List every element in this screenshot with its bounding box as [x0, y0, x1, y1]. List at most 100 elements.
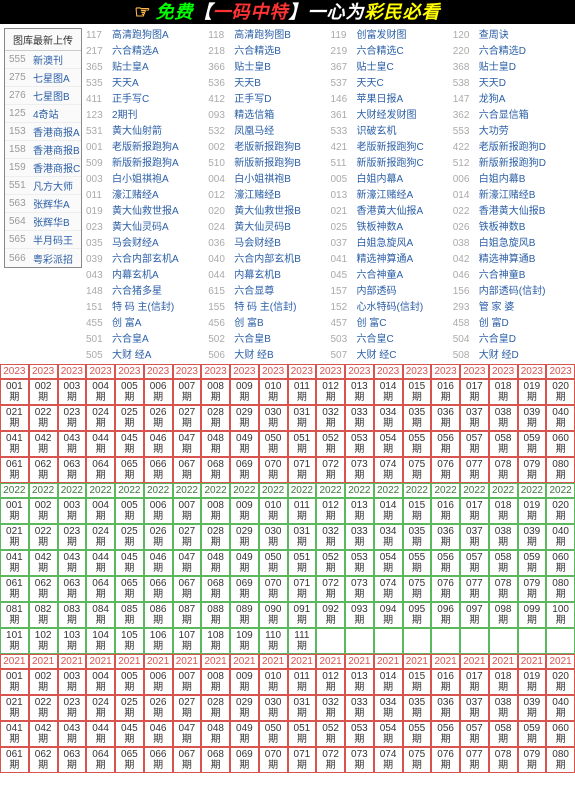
- period-cell[interactable]: 004期: [86, 669, 115, 695]
- link-cell[interactable]: 024黄大仙灵码B: [208, 220, 330, 236]
- period-cell[interactable]: 014期: [374, 498, 403, 524]
- period-cell[interactable]: 042期: [29, 550, 58, 576]
- sidebar-item[interactable]: 565半月码王: [5, 231, 81, 249]
- period-cell[interactable]: 039期: [518, 695, 547, 721]
- link-cell[interactable]: 118高清跑狗图B: [208, 28, 330, 44]
- period-cell[interactable]: 066期: [144, 576, 173, 602]
- link-cell[interactable]: 157内部透码: [331, 284, 453, 300]
- period-cell[interactable]: 017期: [460, 379, 489, 405]
- period-cell[interactable]: 031期: [288, 695, 317, 721]
- link-cell[interactable]: 411正手写C: [86, 92, 208, 108]
- period-cell[interactable]: 012期: [316, 669, 345, 695]
- period-cell[interactable]: 006期: [144, 379, 173, 405]
- period-cell[interactable]: 087期: [173, 602, 202, 628]
- period-cell[interactable]: 078期: [489, 576, 518, 602]
- period-cell[interactable]: 072期: [316, 747, 345, 773]
- period-cell[interactable]: 050期: [259, 721, 288, 747]
- period-cell[interactable]: 034期: [374, 405, 403, 431]
- period-cell[interactable]: 057期: [460, 721, 489, 747]
- period-cell[interactable]: 025期: [115, 695, 144, 721]
- link-cell[interactable]: 455创 富A: [86, 316, 208, 332]
- link-cell[interactable]: 013新濠江赌经A: [331, 188, 453, 204]
- period-cell[interactable]: 021期: [0, 695, 29, 721]
- link-cell[interactable]: 537天天C: [331, 76, 453, 92]
- period-cell[interactable]: 024期: [86, 524, 115, 550]
- period-cell[interactable]: 072期: [316, 457, 345, 483]
- link-cell[interactable]: 365贴士皇A: [86, 60, 208, 76]
- link-cell[interactable]: 041精选神算通A: [331, 252, 453, 268]
- period-cell[interactable]: 027期: [173, 695, 202, 721]
- link-cell[interactable]: 368贴士皇D: [453, 60, 575, 76]
- period-cell[interactable]: 070期: [259, 576, 288, 602]
- link-cell[interactable]: 156内部透码(信封): [453, 284, 575, 300]
- period-cell[interactable]: 062期: [29, 747, 58, 773]
- period-cell[interactable]: 064期: [86, 747, 115, 773]
- period-cell[interactable]: 015期: [403, 379, 432, 405]
- period-cell[interactable]: 064期: [86, 457, 115, 483]
- link-cell[interactable]: 535天天A: [86, 76, 208, 92]
- period-cell[interactable]: 004期: [86, 498, 115, 524]
- period-cell[interactable]: 068期: [201, 457, 230, 483]
- period-cell[interactable]: 024期: [86, 695, 115, 721]
- period-cell[interactable]: 045期: [115, 550, 144, 576]
- period-cell[interactable]: 051期: [288, 550, 317, 576]
- period-cell[interactable]: 023期: [58, 524, 87, 550]
- period-cell[interactable]: 080期: [546, 457, 575, 483]
- period-cell[interactable]: 076期: [431, 747, 460, 773]
- period-cell[interactable]: 014期: [374, 669, 403, 695]
- sidebar-item[interactable]: 566粤彩派招: [5, 249, 81, 267]
- period-cell[interactable]: 001期: [0, 498, 29, 524]
- link-cell[interactable]: 536天天B: [208, 76, 330, 92]
- link-cell[interactable]: 507大财 经C: [331, 348, 453, 364]
- period-cell[interactable]: 020期: [546, 498, 575, 524]
- period-cell[interactable]: 071期: [288, 747, 317, 773]
- period-cell[interactable]: 102期: [29, 628, 58, 654]
- period-cell[interactable]: 058期: [489, 721, 518, 747]
- period-cell[interactable]: 046期: [144, 550, 173, 576]
- period-cell[interactable]: 027期: [173, 405, 202, 431]
- sidebar-item[interactable]: 159香港商报C: [5, 159, 81, 177]
- period-cell[interactable]: 048期: [201, 431, 230, 457]
- period-cell[interactable]: 058期: [489, 550, 518, 576]
- period-cell[interactable]: 023期: [58, 695, 87, 721]
- period-cell[interactable]: 092期: [316, 602, 345, 628]
- period-cell[interactable]: 032期: [316, 405, 345, 431]
- period-cell[interactable]: 103期: [58, 628, 87, 654]
- period-cell[interactable]: 071期: [288, 576, 317, 602]
- period-cell[interactable]: 057期: [460, 550, 489, 576]
- link-cell[interactable]: 147龙狗A: [453, 92, 575, 108]
- link-cell[interactable]: 511新版新报跑狗C: [331, 156, 453, 172]
- link-cell[interactable]: 019黄大仙救世报A: [86, 204, 208, 220]
- link-cell[interactable]: 422老版新报跑狗D: [453, 140, 575, 156]
- link-cell[interactable]: 022香港黄大仙报B: [453, 204, 575, 220]
- period-cell[interactable]: 002期: [29, 379, 58, 405]
- period-cell[interactable]: 030期: [259, 405, 288, 431]
- period-cell[interactable]: 026期: [144, 405, 173, 431]
- period-cell[interactable]: 056期: [431, 431, 460, 457]
- period-cell[interactable]: 001期: [0, 379, 29, 405]
- period-cell[interactable]: 094期: [374, 602, 403, 628]
- period-cell[interactable]: 069期: [230, 457, 259, 483]
- period-cell[interactable]: 049期: [230, 550, 259, 576]
- period-cell[interactable]: 005期: [115, 498, 144, 524]
- period-cell[interactable]: 027期: [173, 524, 202, 550]
- period-cell[interactable]: 073期: [345, 457, 374, 483]
- link-cell[interactable]: 509新版新报跑狗A: [86, 156, 208, 172]
- period-cell[interactable]: 036期: [431, 405, 460, 431]
- link-cell[interactable]: 003白小姐祺袍A: [86, 172, 208, 188]
- link-cell[interactable]: 220六合精选D: [453, 44, 575, 60]
- link-cell[interactable]: 042精选神算通B: [453, 252, 575, 268]
- period-cell[interactable]: 075期: [403, 576, 432, 602]
- period-cell[interactable]: 074期: [374, 747, 403, 773]
- link-cell[interactable]: 505大财 经A: [86, 348, 208, 364]
- period-cell[interactable]: 101期: [0, 628, 29, 654]
- link-cell[interactable]: 506大财 经B: [208, 348, 330, 364]
- period-cell[interactable]: 003期: [58, 379, 87, 405]
- link-cell[interactable]: 011濠江赌经A: [86, 188, 208, 204]
- period-cell[interactable]: 051期: [288, 431, 317, 457]
- period-cell[interactable]: 032期: [316, 524, 345, 550]
- period-cell[interactable]: 052期: [316, 550, 345, 576]
- sidebar-item[interactable]: 564张辉华B: [5, 213, 81, 231]
- period-cell[interactable]: 031期: [288, 405, 317, 431]
- period-cell[interactable]: 046期: [144, 721, 173, 747]
